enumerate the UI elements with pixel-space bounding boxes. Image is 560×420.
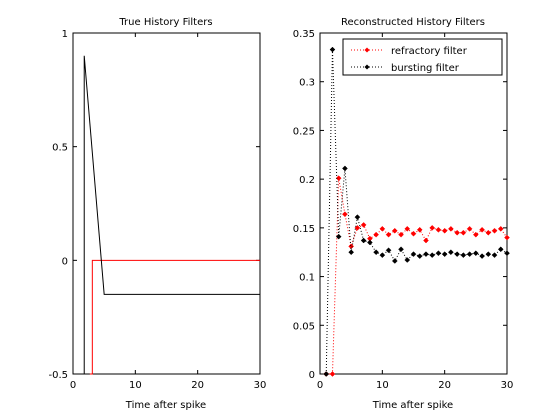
data-point <box>391 227 398 234</box>
data-point <box>335 175 342 182</box>
chart-title: True History Filters <box>118 17 212 28</box>
data-point <box>373 231 379 238</box>
data-point <box>367 239 373 246</box>
data-point <box>323 371 330 377</box>
x-tick-label: 20 <box>191 380 204 391</box>
data-point <box>460 252 467 258</box>
legend-label: bursting filter <box>391 63 460 74</box>
data-point <box>491 252 498 258</box>
data-point <box>472 231 479 238</box>
data-point <box>360 237 367 244</box>
legend-swatch-marker <box>364 64 370 70</box>
data-point <box>398 231 404 238</box>
data-point <box>391 258 398 264</box>
data-point <box>504 250 510 257</box>
data-point <box>385 247 392 254</box>
chart-true-history-filters: True History Filters 0 10 20 30-0.500.51 Ti… <box>48 17 266 411</box>
data-point <box>404 257 411 263</box>
data-point <box>410 251 417 258</box>
x-tick-label: 0 <box>317 380 323 391</box>
legend-box <box>342 38 503 76</box>
x-tick-label: 30 <box>254 380 267 391</box>
data-point <box>435 250 442 257</box>
data-point <box>448 225 454 232</box>
x-axis-label: Time after spike <box>125 400 206 411</box>
y-tick-label: 0.2 <box>299 175 315 186</box>
data-point <box>385 231 392 238</box>
data-point <box>485 251 492 258</box>
data-point <box>348 249 355 256</box>
x-axis-label: Time after spike <box>372 400 453 411</box>
y-tick-label: 0 <box>62 256 68 267</box>
chart-title: Reconstructed History Filters <box>341 17 485 28</box>
y-tick-label: 0.5 <box>52 143 68 154</box>
axes-frame <box>72 32 261 375</box>
data-point <box>466 251 473 258</box>
data-point <box>360 222 367 228</box>
data-point <box>460 229 467 236</box>
y-tick-label: -0.5 <box>48 370 68 381</box>
x-tick-label: 30 <box>501 380 514 391</box>
series-line <box>326 178 508 375</box>
legend: refractory filter bursting filter <box>342 38 503 76</box>
y-tick-label: 1 <box>62 29 68 40</box>
data-point <box>429 252 436 258</box>
data-point <box>441 227 448 234</box>
data-point <box>329 371 336 377</box>
data-point <box>416 253 423 259</box>
y-tick-label: 0.25 <box>293 126 315 137</box>
data-point <box>504 234 510 241</box>
data-point <box>335 233 342 240</box>
y-tick-label: 0.15 <box>293 224 315 235</box>
data-point <box>472 250 479 257</box>
data-point <box>441 251 448 258</box>
data-point <box>479 226 485 233</box>
data-point <box>398 246 404 253</box>
legend-swatch-marker <box>364 47 370 53</box>
data-point <box>497 225 504 232</box>
y-tick-label: 0 <box>309 370 315 381</box>
series-line <box>325 49 508 375</box>
axes-frame <box>319 32 508 375</box>
plot-area: 0 10 20 30 0 0.05 0.1 0.15 0.2 0.25 0.3 0.35 refract… <box>293 29 514 391</box>
data-point <box>485 229 492 236</box>
y-tick-label: 0.05 <box>293 321 315 332</box>
data-point <box>466 225 473 232</box>
data-point <box>329 46 336 53</box>
data-point <box>379 225 386 232</box>
data-point <box>491 227 498 234</box>
x-tick-label: 10 <box>129 380 142 391</box>
x-tick-label: 0 <box>70 380 76 391</box>
legend-label: refractory filter <box>391 46 468 57</box>
data-point <box>373 249 379 256</box>
data-point <box>497 246 504 253</box>
data-point <box>429 225 436 231</box>
y-tick-label: 0.35 <box>293 29 315 40</box>
data-point <box>423 237 429 244</box>
series-line <box>89 259 260 375</box>
data-point <box>423 251 429 258</box>
data-point <box>479 253 485 259</box>
series-line <box>83 55 260 374</box>
y-tick-label: 0.3 <box>299 78 315 89</box>
x-tick-label: 20 <box>438 380 451 391</box>
data-point <box>454 251 460 258</box>
data-point <box>404 225 411 232</box>
data-point <box>448 249 454 256</box>
data-point <box>454 229 460 236</box>
data-point <box>342 165 348 172</box>
data-point <box>342 211 348 218</box>
y-tick-label: 0.1 <box>299 273 315 284</box>
data-point <box>354 214 361 220</box>
x-tick-label: 10 <box>376 380 389 391</box>
data-point <box>410 230 417 237</box>
data-point <box>379 252 386 258</box>
chart-reconstructed-history-filters: Reconstructed History Filters 0 10 20 30 0 0.… <box>293 17 514 411</box>
data-point <box>435 226 442 233</box>
plot-area: 0 10 20 30-0.500.51 <box>48 29 266 391</box>
data-point <box>416 226 423 233</box>
